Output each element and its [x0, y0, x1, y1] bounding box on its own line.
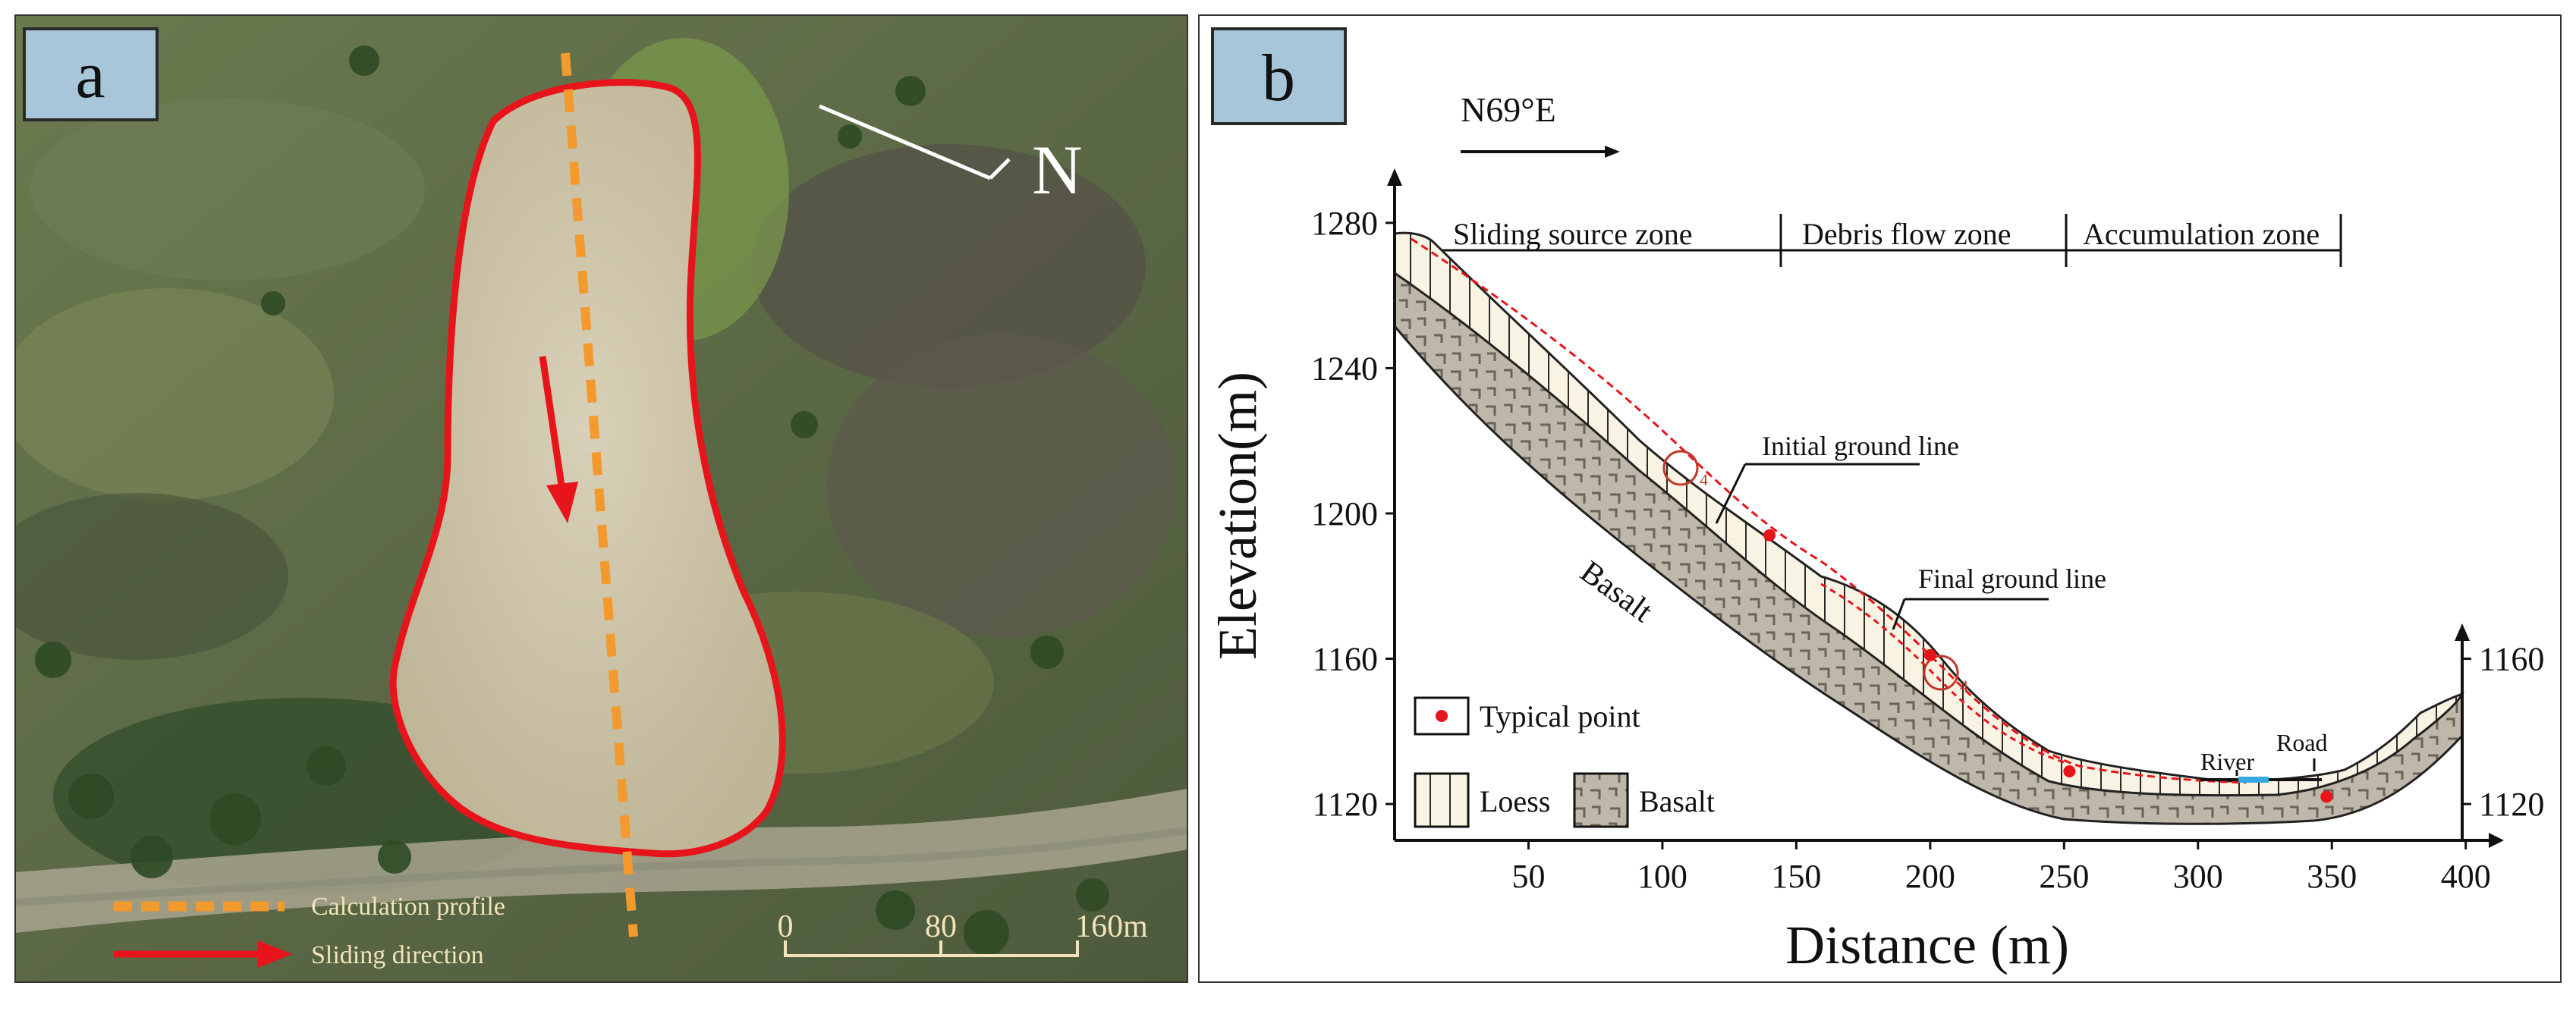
landslide-boundary: [389, 79, 786, 858]
panel-a-legend: Calculation profile Sliding direction: [114, 893, 505, 969]
legend-point-box: [1414, 696, 1470, 736]
loess-symbol-upper: 4: [1662, 450, 1708, 489]
legend-profile-label: Calculation profile: [311, 893, 505, 921]
x-tick-label: 150: [1771, 858, 1821, 895]
initial-ground-line: [1411, 237, 2247, 784]
zone-debris-flow: Debris flow zone: [1802, 217, 2011, 251]
y-tick-label: 1240: [1311, 350, 1378, 387]
zone-dividers: [1431, 214, 2342, 267]
x-tick-label: 200: [1905, 858, 1955, 895]
scale-tick-160: 160m: [1075, 909, 1148, 944]
y-tick-label: 1120: [1313, 786, 1378, 823]
final-ground-line-label: Final ground line: [1918, 564, 2106, 594]
x-tick-label: 100: [1637, 858, 1687, 895]
right-tick-label: 1120: [2479, 786, 2544, 823]
y-tick-label: 1160: [1313, 641, 1378, 678]
legend-basalt-swatch: [1573, 772, 1629, 828]
typical-point: [2320, 790, 2333, 803]
legend-basalt-label: Basalt: [1639, 784, 1715, 818]
scale-tick-80: 80: [925, 909, 957, 944]
north-arrow: N: [819, 104, 1082, 209]
road-label: Road: [2276, 729, 2328, 756]
x-tick-label: 350: [2307, 858, 2357, 895]
panel-a: N a Calculation profile Sliding directio…: [14, 14, 1188, 983]
legend-arrow-swatch: [114, 940, 292, 968]
calculation-profile-line: [561, 52, 638, 937]
direction-arrow: [1461, 146, 1620, 158]
river-mark: [2238, 777, 2269, 783]
axes: [1393, 182, 2493, 842]
zone-sliding-source: Sliding source zone: [1453, 217, 1693, 251]
x-tick-labels: 50 100 150 200 250 300 350 400: [1511, 840, 2491, 895]
right-axis-arrowhead: [2455, 623, 2470, 641]
typical-point: [1923, 648, 1936, 661]
x-axis-arrowhead: [2489, 833, 2504, 848]
panel-a-label: a: [75, 39, 105, 112]
svg-text:4: 4: [1700, 470, 1708, 489]
legend-loess-swatch: [1414, 772, 1470, 828]
x-tick-label: 250: [2039, 858, 2089, 895]
y-axis-title: Elevation(m): [1207, 372, 1268, 660]
panel-a-label-box: a: [23, 27, 159, 121]
panel-b: b N69°E Sliding source zone Debris flow …: [1198, 14, 2562, 983]
annotation-leaders: [1715, 463, 2316, 776]
x-tick-label: 400: [2441, 858, 2491, 895]
x-axis-title: Distance (m): [1785, 915, 2069, 975]
final-ground-line: [1820, 582, 2065, 764]
initial-ground-line-label: Initial ground line: [1762, 431, 1959, 461]
svg-text:4: 4: [1960, 677, 1968, 695]
north-label: N: [1032, 131, 1082, 209]
panel-b-label: b: [1262, 42, 1295, 115]
y-tick-label: 1200: [1311, 495, 1378, 532]
right-tick-label: 1160: [2479, 641, 2544, 678]
legend-arrow-label: Sliding direction: [311, 941, 484, 969]
direction-label: N69°E: [1461, 90, 1556, 129]
scale-bar: [784, 940, 1079, 957]
x-tick-label: 50: [1511, 858, 1545, 895]
typical-points: [1763, 529, 2333, 803]
typical-point: [2063, 765, 2076, 778]
panel-b-label-box: b: [1211, 27, 1347, 125]
typical-point: [1763, 529, 1776, 542]
right-tick-labels: 1120 1160: [2462, 641, 2544, 823]
y-tick-label: 1280: [1311, 205, 1378, 242]
scale-tick-0: 0: [778, 909, 794, 944]
loess-symbol-lower: 4: [1923, 655, 1968, 695]
legend-point-swatch: [1436, 710, 1448, 722]
legend-typical-point-label: Typical point: [1480, 699, 1640, 733]
panel-b-legend: Typical point Loess Basalt: [1414, 696, 1715, 828]
legend-loess-label: Loess: [1480, 784, 1550, 818]
x-tick-label: 300: [2173, 858, 2223, 895]
y-tick-labels: 1120 1160 1200 1240 1280: [1311, 205, 1395, 823]
sliding-direction-arrow: [539, 356, 578, 523]
y-axis-arrowhead: [1387, 168, 1402, 186]
river-label: River: [2200, 748, 2254, 775]
zone-accumulation: Accumulation zone: [2083, 217, 2320, 251]
